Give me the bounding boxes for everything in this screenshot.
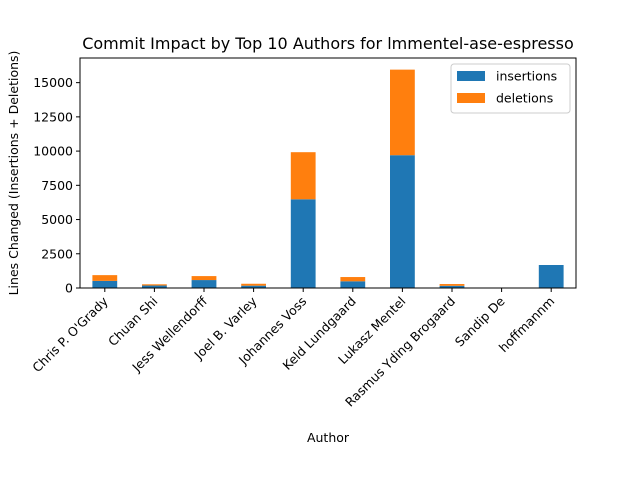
legend-swatch-deletions: [457, 93, 485, 103]
bar-deletions-5: [340, 277, 366, 282]
bar-insertions-9: [538, 265, 564, 288]
bar-insertions-0: [92, 280, 118, 288]
bar-deletions-6: [390, 69, 415, 156]
x-axis-label: Author: [307, 430, 350, 445]
bar-insertions-7: [439, 285, 465, 288]
bars-group: [92, 69, 564, 288]
bar-deletions-4: [290, 152, 316, 200]
bar-deletions-2: [191, 276, 217, 281]
y-tick-label: 5000: [41, 212, 73, 227]
legend-label-deletions: deletions: [496, 91, 553, 106]
bar-insertions-5: [340, 281, 366, 288]
bar-insertions-3: [241, 285, 266, 288]
bar-insertions-1: [142, 285, 167, 288]
bar-deletions-1: [142, 284, 167, 286]
y-axis: 0 2500 5000 7500 10000 12500 15000: [33, 75, 80, 296]
y-tick-label: 15000: [33, 75, 73, 90]
y-tick-label: 10000: [33, 144, 73, 159]
bar-deletions-7: [439, 284, 465, 286]
y-tick-label: 7500: [41, 178, 73, 193]
y-axis-label: Lines Changed (Insertions + Deletions): [6, 51, 21, 296]
legend-swatch-insertions: [457, 71, 485, 81]
chart-title: Commit Impact by Top 10 Authors for lmme…: [82, 34, 574, 53]
plot-frame: [79, 57, 577, 289]
bar-insertions-4: [290, 199, 316, 288]
legend: insertions deletions: [450, 63, 571, 114]
legend-label-insertions: insertions: [496, 69, 557, 84]
x-tick-label: Chris P. O'Grady: [29, 293, 111, 375]
y-tick-label: 2500: [41, 246, 73, 261]
bar-deletions-0: [92, 275, 118, 281]
bar-insertions-6: [390, 155, 415, 288]
bar-insertions-2: [191, 280, 217, 288]
bar-deletions-3: [241, 283, 266, 286]
y-tick-label: 0: [65, 281, 73, 296]
y-tick-label: 12500: [33, 109, 73, 124]
